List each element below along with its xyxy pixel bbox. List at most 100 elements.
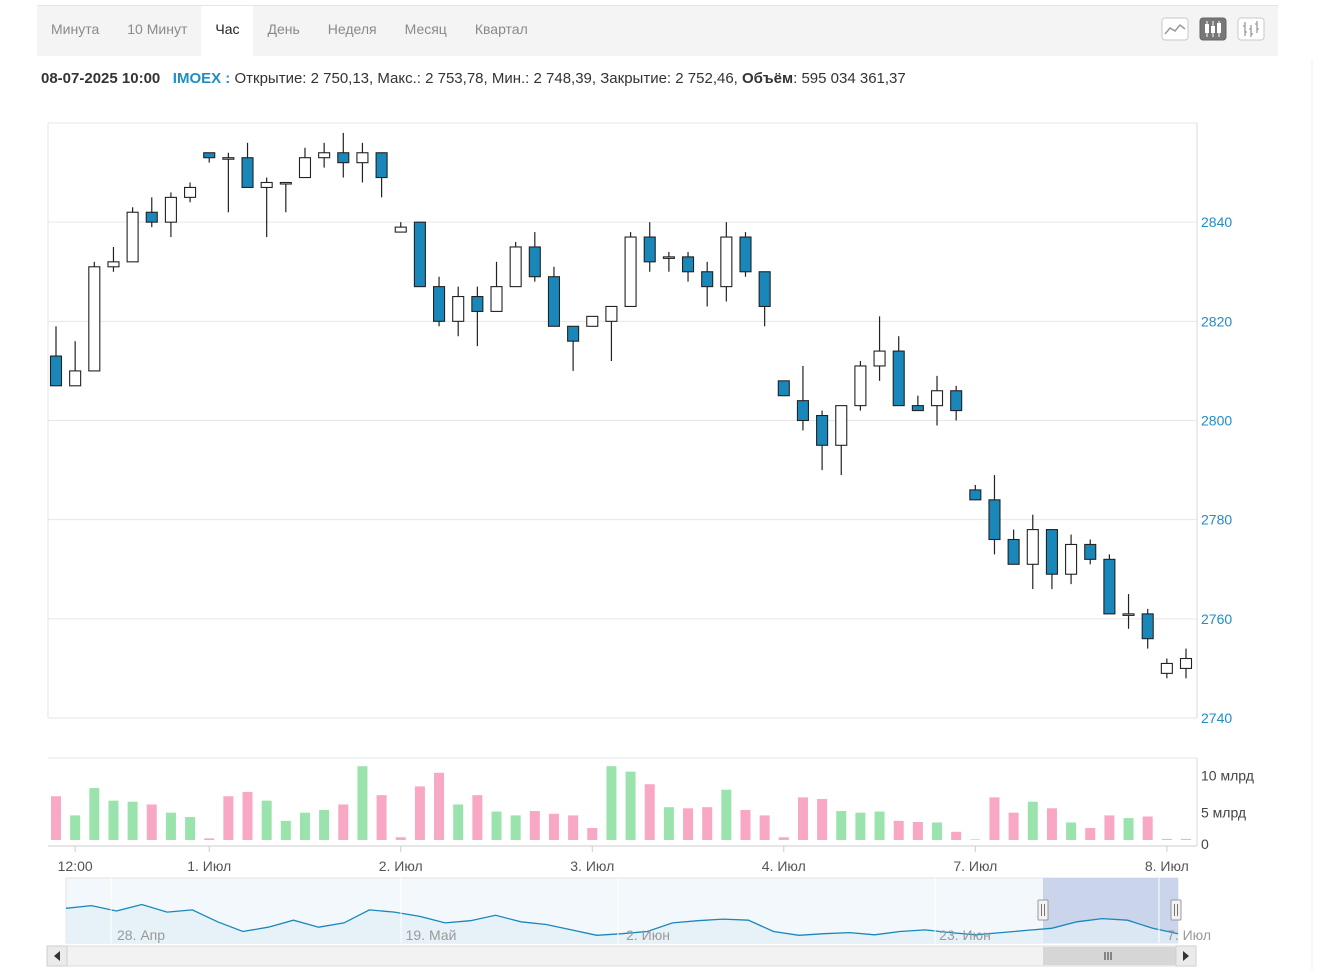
candle [1160,658,1173,679]
navigator-area [66,904,1178,943]
candle [567,325,580,371]
candle [643,222,656,272]
x-tick-label: 3. Июл [570,858,614,874]
candle-body [930,390,944,407]
candle [1007,529,1020,565]
tab-6[interactable]: Квартал [474,21,528,37]
candle-body [739,236,752,273]
x-tick-label: 8. Июл [1145,858,1189,874]
candlestick-chart-button[interactable] [1198,16,1228,42]
ohlc-chart-button[interactable] [1236,16,1266,42]
volume-tick-label: 5 млрд [1201,805,1246,821]
candle [203,152,216,163]
tab-3[interactable]: День [267,21,300,37]
tab-5[interactable]: Месяц [404,21,447,37]
navigator-label: 28. Апр [117,927,165,943]
candle-body [586,315,599,327]
info-high-label: Макс.: [377,70,421,87]
volume-bar [644,784,655,840]
candle-body [69,370,82,387]
tab-4[interactable]: Неделя [327,21,377,37]
candle [413,221,426,288]
volume-bar [165,812,176,840]
tab-2[interactable]: Час [201,6,254,56]
volume-bar [491,811,502,840]
candle [241,142,254,189]
volume-bar [51,796,61,840]
candle-body [222,157,235,160]
candle [835,405,848,476]
candle [681,251,695,282]
volume-bar [625,771,636,840]
candle [184,182,197,203]
volume-bar [1066,822,1077,840]
candle-body [1179,657,1193,669]
candle-body [681,256,695,273]
volume-bar [376,795,387,840]
volume-bar [932,822,943,840]
volume-bar [1008,812,1019,840]
candle-body [1141,613,1154,640]
candle-body [662,256,675,259]
scrollbar-thumb[interactable] [1043,947,1176,965]
candle [126,207,139,263]
candle-body [203,152,216,159]
scroll-left-button[interactable] [46,945,68,967]
candle [394,222,407,233]
candle-body [279,181,292,185]
arrow-left-icon [54,951,60,961]
volume-tick-label: 10 млрд [1201,767,1254,783]
candle-body [1026,529,1039,565]
arrow-right-icon [1183,951,1189,961]
navigator-left-handle[interactable] [1037,899,1049,921]
navigator-label: 19. Май [406,927,457,943]
candle [624,232,637,308]
scroll-right-button[interactable] [1175,945,1197,967]
candle [816,410,829,471]
timeframe-tabbar: Минута 10 Минут Час День Неделя Месяц Квартал [37,5,1278,56]
candle-body [1084,543,1097,560]
candlestick-chart-icon [1199,17,1227,41]
candle [433,276,446,327]
candle [892,336,905,407]
volume-bar [357,766,368,840]
candle-body [88,266,101,372]
candle [356,142,369,183]
candle-body [624,236,637,308]
tab-1[interactable]: 10 Минут [127,21,188,37]
candle [1141,608,1154,649]
candle-body [490,286,503,312]
volume-bar [204,838,215,840]
volume-bar [434,772,445,840]
tab-0[interactable]: Минута [51,21,100,37]
candle-body [720,236,733,288]
candle [969,484,982,501]
candle-body [701,271,714,288]
navigator-right-handle[interactable] [1170,899,1182,921]
candle-body [107,261,120,268]
candle-body [126,211,139,263]
volume-bar [108,800,119,840]
candle [739,232,752,277]
candle [279,181,292,213]
scrollbar-track [46,945,1197,967]
candle [1103,554,1116,615]
candle-body [1045,529,1058,575]
candle [49,326,63,387]
volume-bar [510,815,521,840]
y-tick-label: 2740 [1201,710,1232,726]
candle [1065,534,1078,585]
candle-body [911,405,924,412]
y-tick-label: 2840 [1201,214,1232,230]
volume-bar [989,797,1000,840]
line-chart-button[interactable] [1160,16,1190,42]
volume-bar [223,796,234,840]
volume-bar [970,839,981,840]
volume-bar [1046,808,1057,840]
candle-body [49,355,63,387]
candle-body [452,295,465,322]
handle-grip [1170,899,1182,921]
candle [528,232,541,282]
volume-bar [414,786,425,840]
